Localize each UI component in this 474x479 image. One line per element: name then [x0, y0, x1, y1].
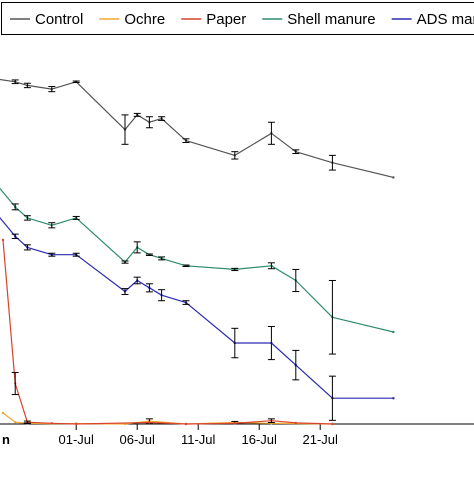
error-bar-shell-manure-8	[158, 257, 165, 260]
series-line-control	[0, 78, 393, 177]
data-point-paper-9	[295, 422, 297, 424]
x-tick-label-01-Jul: 01-Jul	[58, 432, 94, 447]
series-paper	[2, 239, 334, 425]
x-axis: n 01-Jul 06-Jul 11-Jul 16-Jul 21-Jul	[0, 424, 474, 447]
error-bar-ads-manure-12	[292, 350, 299, 379]
error-bar-control-10	[231, 152, 238, 159]
data-point-paper-5	[148, 421, 150, 423]
series-line-ads-manure	[0, 207, 393, 398]
x-tick-label-06-Jul: 06-Jul	[119, 432, 155, 447]
error-bar-shell-manure-4	[73, 216, 80, 219]
x-tick-label-16-Jul: 16-Jul	[241, 432, 277, 447]
error-bar-shell-manure-5	[122, 261, 129, 263]
data-point-paper-4	[75, 423, 77, 425]
error-bar-shell-manure-3	[48, 223, 55, 228]
series-shell-manure	[0, 176, 395, 354]
legend-label-paper: Paper	[206, 11, 246, 28]
data-point-ochre-1	[14, 421, 16, 423]
data-point-paper-3	[51, 422, 53, 424]
legend-label-shell-manure: Shell manure	[287, 11, 375, 28]
data-point-shell-manure-14	[392, 331, 394, 333]
error-bar-control-11	[268, 122, 275, 144]
data-point-paper-0	[2, 239, 4, 241]
error-bar-control-4	[73, 81, 80, 82]
data-point-ads-manure-14	[392, 397, 394, 399]
series-control	[0, 77, 395, 179]
error-bar-control-5	[122, 115, 129, 144]
legend-label-ads-manure: ADS manure	[417, 11, 474, 28]
data-point-paper-7	[234, 422, 236, 424]
x-tick-label-11-Jul: 11-Jul	[181, 432, 216, 447]
error-bar-ads-manure-7	[146, 284, 153, 292]
x-tick-label-21-Jul: 21-Jul	[302, 432, 338, 447]
data-point-paper-10	[331, 423, 333, 425]
data-point-paper-6	[185, 423, 187, 425]
series-ads-manure	[0, 206, 395, 421]
error-bar-shell-manure-7	[146, 254, 153, 255]
data-point-control-14	[392, 176, 394, 178]
data-point-ochre-0	[2, 412, 4, 414]
error-bar-control-7	[146, 117, 153, 128]
error-bar-ads-manure-8	[158, 290, 165, 301]
legend: Control Ochre Paper Shell manure ADS manure	[2, 3, 474, 35]
error-bar-control-6	[134, 113, 141, 116]
error-bar-shell-manure-12	[292, 269, 299, 291]
series-line-paper	[3, 240, 332, 424]
plot-area	[0, 77, 395, 425]
legend-label-ochre: Ochre	[124, 11, 165, 28]
legend-label-control: Control	[35, 11, 83, 28]
x-tick-label-partial: n	[2, 432, 10, 447]
